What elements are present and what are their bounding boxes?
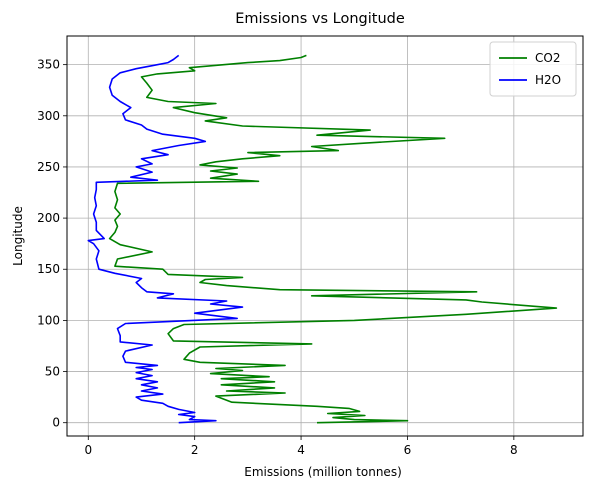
legend-box <box>489 41 577 97</box>
x-tick-label: 6 <box>404 443 412 457</box>
y-tick-label: 300 <box>37 109 60 123</box>
legend-label: H2O <box>535 73 561 87</box>
y-tick-label: 150 <box>37 262 60 276</box>
y-tick-label: 250 <box>37 160 60 174</box>
y-tick-label: 100 <box>37 313 60 327</box>
y-axis-title: Longitude <box>11 206 25 266</box>
series-line-h2o <box>87 54 244 424</box>
series-layer <box>87 54 558 424</box>
x-tick-label: 4 <box>297 443 305 457</box>
series-line-co2 <box>108 54 558 424</box>
plot-frame <box>66 35 584 437</box>
y-tick-label: 50 <box>45 365 60 379</box>
x-tick-label: 8 <box>510 443 518 457</box>
y-tick-label: 200 <box>37 211 60 225</box>
legend-label: CO2 <box>535 51 560 65</box>
ticks: 0 2 4 6 8 0 50 100 150 200 250 300 350 <box>37 58 518 457</box>
x-tick-label: 0 <box>84 443 92 457</box>
x-axis-title: Emissions (million tonnes) <box>244 465 402 479</box>
legend: CO2 H2O <box>489 41 577 97</box>
y-tick-label: 0 <box>52 416 60 430</box>
y-tick-label: 350 <box>37 58 60 72</box>
x-tick-label: 2 <box>191 443 199 457</box>
chart-title: Emissions vs Longitude <box>235 11 405 27</box>
